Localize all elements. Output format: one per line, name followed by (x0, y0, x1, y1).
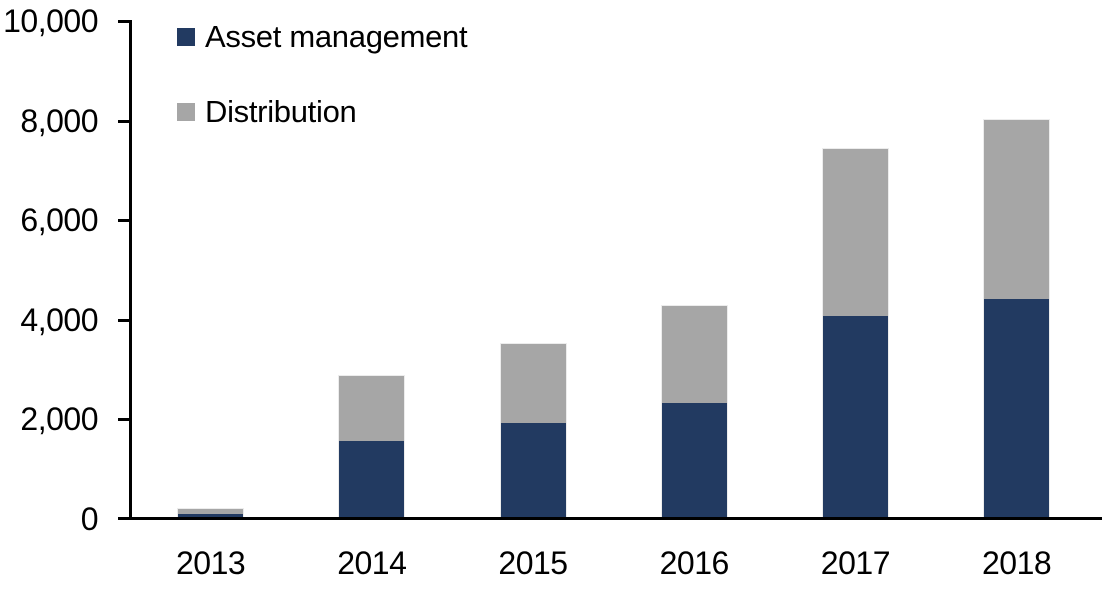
y-tick-label: 8,000 (20, 102, 98, 139)
bar-segment-asset-management-2017 (822, 316, 888, 518)
x-tick-label: 2018 (982, 545, 1052, 581)
x-tick-label: 2014 (337, 545, 407, 581)
distribution-swatch (177, 103, 195, 121)
bar-segment-asset-management-2016 (661, 403, 727, 518)
legend: Asset management Distribution (177, 19, 468, 175)
y-tick-mark (118, 119, 131, 123)
x-tick-label: 2013 (176, 545, 246, 581)
y-tick-label: 4,000 (20, 301, 98, 338)
y-axis-line (129, 20, 132, 520)
y-tick-mark (118, 20, 131, 23)
stacked-bar-2014 (339, 376, 405, 518)
distribution-legend-label: Distribution (205, 94, 357, 129)
bar-segment-distribution-2016 (661, 306, 727, 404)
bar-segment-distribution-2018 (984, 119, 1050, 299)
asset-management-legend-label: Asset management (205, 19, 468, 54)
x-tick-label: 2016 (659, 545, 730, 581)
bar-segment-asset-management-2013 (178, 514, 244, 518)
y-tick-label: 6,000 (20, 202, 98, 239)
y-tick-label: 2,000 (20, 401, 98, 438)
stacked-bar-2018 (984, 119, 1050, 518)
bar-segment-distribution-2013 (178, 509, 244, 514)
bar-segment-asset-management-2015 (500, 423, 566, 518)
y-tick-label: 10,000 (3, 3, 98, 39)
asset-management-swatch (177, 28, 195, 46)
x-tick-label: 2017 (820, 545, 891, 581)
bar-segment-distribution-2014 (339, 376, 405, 441)
stacked-bar-2017 (822, 149, 888, 518)
legend-item-distribution: Distribution (177, 94, 467, 129)
legend-item-asset-management: Asset management (177, 19, 468, 54)
x-axis-baseline (118, 517, 1102, 520)
y-tick-mark (118, 219, 131, 223)
stacked-bar-2013 (178, 509, 244, 518)
bar-segment-asset-management-2014 (339, 440, 405, 518)
bar-segment-asset-management-2018 (984, 298, 1050, 518)
y-tick-label: 0 (80, 501, 99, 537)
bar-segment-distribution-2015 (500, 343, 566, 424)
stacked-bar-2016 (661, 306, 727, 518)
y-tick-mark (118, 418, 131, 422)
y-tick-mark (118, 318, 131, 322)
x-tick-label: 2015 (498, 545, 568, 581)
bar-segment-distribution-2017 (822, 149, 888, 317)
stacked-bar-2015 (500, 343, 566, 518)
